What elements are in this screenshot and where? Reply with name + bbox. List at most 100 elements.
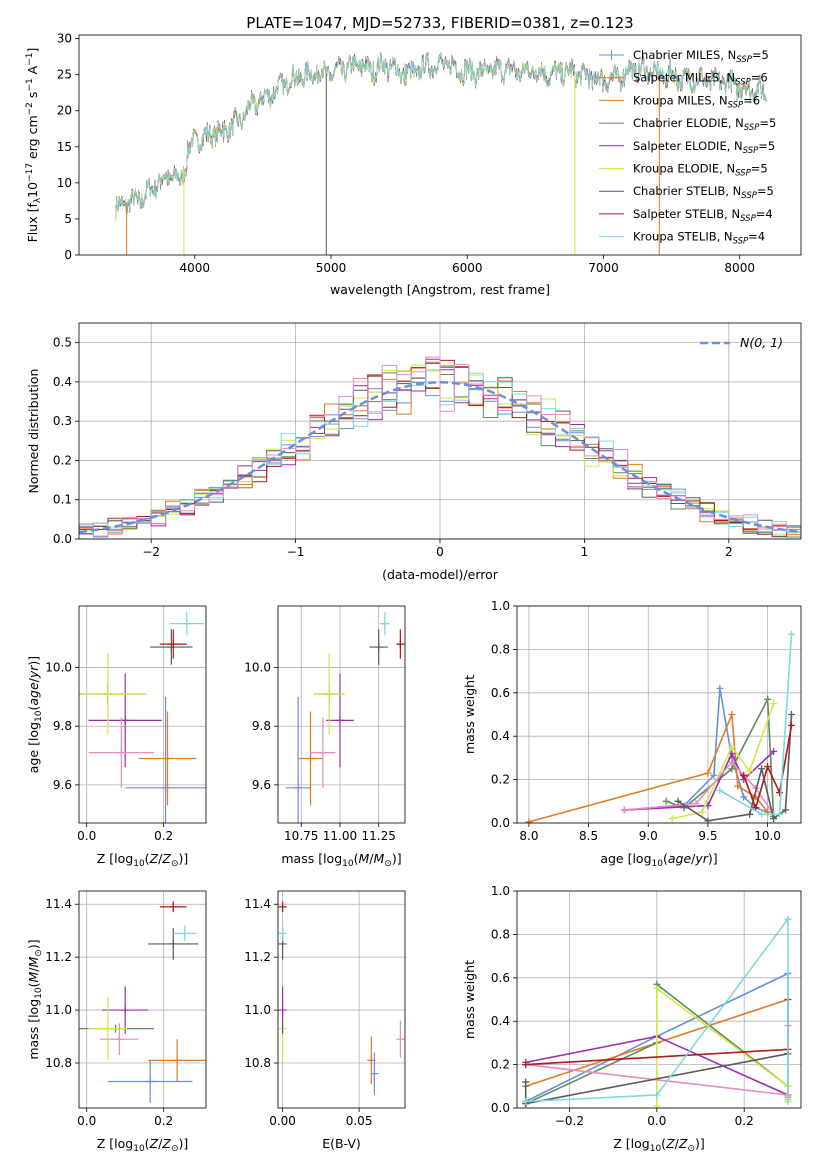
series-marker	[746, 767, 754, 775]
axes-frame	[78, 890, 207, 1109]
y-tick-label: 0.1	[53, 493, 72, 507]
y-tick-label: 10.0	[45, 661, 72, 675]
legend-sub: SSP	[736, 55, 752, 65]
x-tick-label: 0.2	[154, 829, 173, 843]
panel-age_vs_Z: 0.0 0.2 9.6 9.8 10.0 Z [log10(Z/Z⊙)] age [log1…	[26, 605, 207, 869]
series-marker	[776, 810, 784, 818]
legend-label: Chabrier ELODIE, NSSP=5	[633, 116, 776, 133]
legend-sub: SSP	[743, 146, 759, 156]
data-point	[161, 783, 170, 792]
series-marker	[728, 711, 736, 718]
axes-frame	[277, 890, 406, 1109]
data-point	[121, 1006, 130, 1015]
chart-title: PLATE=1047, MJD=52733, FIBERID=0381, z=0…	[246, 14, 633, 32]
data-point	[374, 643, 383, 652]
plot-area-massweight_vs_Z	[522, 915, 792, 1108]
legend-n: =6	[743, 93, 760, 107]
x-tick-label: −0.2	[555, 1114, 584, 1128]
legend-sub: SSP	[733, 237, 749, 247]
series-marker	[728, 765, 736, 773]
y-tick-label: 0	[64, 248, 72, 262]
series-marker	[716, 684, 724, 692]
data-point	[325, 689, 334, 698]
y-tick-label: 0.3	[53, 414, 72, 428]
axes-frame	[277, 605, 406, 824]
panel-massweight_vs_age: 8.0 8.5 9.0 9.5 10.0 0.0 0.2 0.4 0.6 0.8 1.0 age [l…	[462, 599, 802, 869]
data-point	[169, 939, 178, 948]
y-tick-label: 11.2	[45, 950, 72, 964]
x-tick-label: 0.2	[735, 1114, 754, 1128]
series-marker	[770, 747, 778, 755]
y-tick-label: 9.8	[53, 719, 72, 733]
series-marker	[787, 711, 795, 718]
series-marker	[770, 815, 778, 823]
x-tick-label: 8000	[724, 261, 755, 275]
y-tick-label: 11.2	[244, 950, 271, 964]
y-tick-label: 1.0	[491, 884, 510, 898]
x-tick-label: 9.5	[698, 829, 717, 843]
y-tick-label: 0.0	[53, 532, 72, 546]
legend-label: Salpeter STELIB, NSSP=4	[633, 207, 773, 224]
x-axis-label: mass [log10(M/M⊙)]	[281, 851, 401, 869]
legend-n: =5	[758, 139, 775, 153]
data-point	[380, 619, 389, 628]
y-tick-label: 0.4	[491, 729, 510, 743]
series-marker	[653, 1091, 661, 1099]
x-tick-label: 0.05	[346, 1114, 373, 1128]
legend-text: Salpeter MILES, N	[633, 71, 735, 85]
axes-frame	[78, 34, 802, 256]
series-marker	[787, 721, 795, 729]
series-marker	[728, 758, 736, 766]
panel-mass_vs_ebv: 0.00 0.05 10.8 11.0 11.2 11.4 E(B-V)	[244, 890, 406, 1151]
y-tick-label: 0.6	[491, 686, 510, 700]
series-marker	[704, 769, 712, 777]
legend-n: =4	[756, 207, 773, 221]
plot-area-age_vs_mass	[285, 611, 405, 823]
y-tick-label: 11.0	[244, 1003, 271, 1017]
legend-n: =5	[752, 48, 769, 62]
x-tick-label: 0.0	[647, 1114, 666, 1128]
y-tick-label: 9.6	[53, 778, 72, 792]
x-tick-label: 7000	[588, 261, 619, 275]
series-marker	[674, 797, 682, 805]
y-tick-label: 0.0	[491, 1101, 510, 1115]
series-marker	[740, 793, 748, 801]
data-point	[335, 716, 344, 725]
data-point	[396, 640, 405, 649]
y-tick-label: 9.8	[252, 719, 271, 733]
y-tick-label: 11.4	[45, 897, 72, 911]
y-tick-label: 15	[57, 140, 72, 154]
y-axis-label: mass [log10(M/M⊙)]	[26, 939, 44, 1059]
axes-frame	[516, 605, 802, 824]
series-marker	[662, 797, 670, 805]
series-marker	[692, 799, 700, 807]
axes-frame	[78, 605, 207, 824]
series-marker	[653, 985, 661, 993]
x-tick-label: 6000	[452, 261, 483, 275]
data-point	[169, 640, 178, 649]
y-tick-label: 10.8	[244, 1056, 271, 1070]
plot-area-spectrum	[115, 52, 767, 255]
plot-area-residuals	[79, 356, 801, 538]
legend-label: Kroupa MILES, NSSP=6	[633, 93, 760, 110]
data-point	[396, 1035, 405, 1044]
series-marker	[784, 1095, 792, 1103]
legend-text: Kroupa STELIB, N	[633, 230, 733, 244]
y-tick-label: 10	[57, 176, 72, 190]
series-marker	[704, 817, 712, 823]
data-point	[117, 748, 126, 757]
y-tick-label: 0.8	[491, 927, 510, 941]
x-tick-label: 11.25	[361, 829, 395, 843]
legend-sub: SSP	[744, 123, 760, 133]
data-point	[306, 754, 315, 763]
gaussian-curve	[79, 381, 801, 534]
series-marker	[784, 915, 792, 923]
y-tick-label: 0.5	[53, 336, 72, 350]
x-tick-label: 0.0	[77, 829, 96, 843]
data-point	[367, 1056, 376, 1065]
legend-label: Chabrier MILES, NSSP=5	[633, 48, 769, 65]
series-line	[525, 1048, 788, 1066]
x-tick-label: 9.0	[639, 829, 658, 843]
